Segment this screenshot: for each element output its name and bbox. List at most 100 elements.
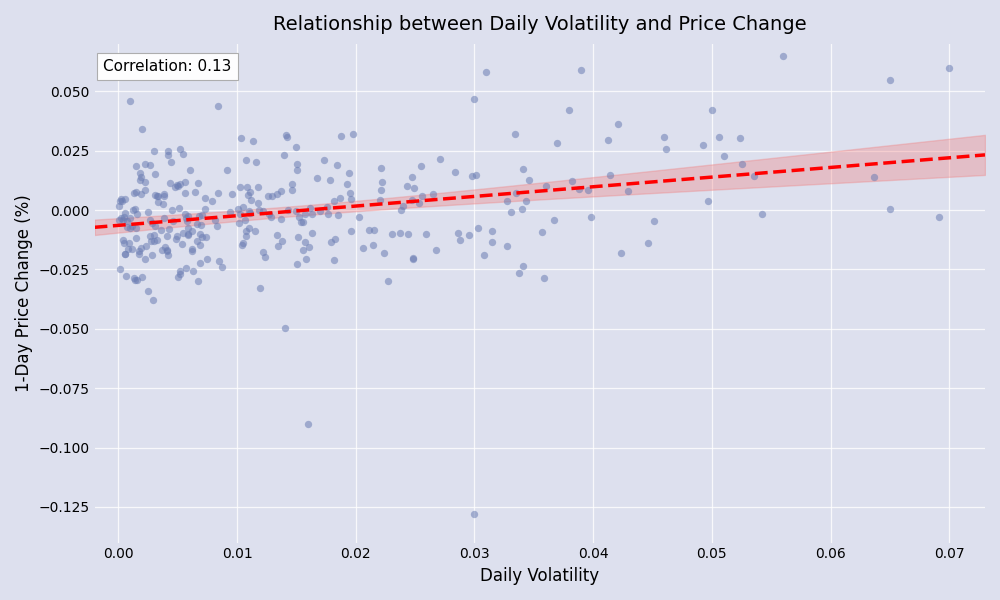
Point	[137, 254, 153, 263]
Point	[320, 209, 336, 219]
Point	[137, 185, 153, 194]
Point	[146, 230, 162, 240]
Point	[132, 169, 148, 178]
Point	[538, 181, 554, 191]
Point	[214, 262, 230, 271]
Point	[503, 208, 519, 217]
Point	[159, 232, 175, 241]
Point	[122, 223, 138, 233]
Point	[656, 132, 672, 142]
Point	[172, 179, 188, 189]
Point	[117, 208, 133, 218]
Point	[640, 238, 656, 248]
Point	[372, 195, 388, 205]
Point	[150, 191, 166, 201]
Point	[546, 215, 562, 224]
Point	[144, 218, 160, 228]
Point	[140, 207, 156, 217]
Point	[162, 179, 178, 188]
Point	[263, 212, 279, 222]
Point	[374, 178, 390, 187]
Point	[323, 238, 339, 247]
Point	[142, 215, 158, 224]
Point	[147, 169, 163, 179]
Point	[464, 171, 480, 181]
Point	[111, 215, 127, 225]
Point	[273, 214, 289, 223]
Point	[476, 250, 492, 260]
Point	[149, 191, 165, 201]
Point	[580, 185, 596, 194]
Point	[178, 213, 194, 223]
Point	[232, 209, 248, 219]
Point	[187, 187, 203, 197]
Point	[866, 172, 882, 182]
Point	[882, 204, 898, 214]
Point	[189, 236, 205, 246]
Point	[399, 181, 415, 190]
Point	[137, 177, 153, 187]
Point	[210, 188, 226, 198]
Point	[132, 175, 148, 184]
Point	[184, 246, 200, 256]
Point	[138, 241, 154, 250]
Title: Relationship between Daily Volatility and Price Change: Relationship between Daily Volatility an…	[273, 15, 807, 34]
Point	[365, 241, 381, 250]
Point	[169, 181, 185, 190]
Point	[157, 242, 173, 252]
Point	[197, 204, 213, 214]
Point	[288, 206, 304, 216]
Point	[147, 190, 163, 199]
Point	[425, 190, 441, 199]
Point	[168, 234, 184, 244]
Point	[734, 159, 750, 169]
Point	[289, 259, 305, 269]
Point	[298, 254, 314, 263]
Point	[192, 229, 208, 238]
Point	[327, 234, 343, 244]
Point	[177, 209, 193, 219]
Point	[351, 212, 367, 221]
Point	[276, 150, 292, 160]
Point	[204, 196, 220, 206]
Point	[704, 106, 720, 115]
Point	[160, 250, 176, 259]
Point	[245, 136, 261, 146]
Point	[113, 194, 129, 204]
Point	[117, 194, 133, 204]
Point	[142, 232, 158, 241]
Point	[304, 209, 320, 218]
Point	[583, 212, 599, 222]
Point	[150, 197, 166, 207]
Point	[746, 172, 762, 181]
Point	[658, 144, 674, 154]
Point	[499, 241, 515, 251]
Point	[211, 256, 227, 265]
Point	[184, 244, 200, 254]
Point	[145, 295, 161, 305]
Point	[163, 157, 179, 167]
Point	[326, 197, 342, 206]
Point	[159, 245, 175, 254]
Point	[561, 106, 577, 115]
Point	[252, 283, 268, 292]
Point	[279, 133, 295, 142]
Point	[239, 182, 255, 191]
Point	[269, 189, 285, 199]
Point	[233, 133, 249, 143]
Point	[484, 237, 500, 247]
Point	[610, 119, 626, 128]
Point	[154, 245, 170, 255]
Point	[156, 191, 172, 200]
Point	[142, 160, 158, 170]
Point	[255, 248, 271, 257]
Point	[450, 228, 466, 238]
Point	[470, 224, 486, 233]
Point	[620, 187, 636, 196]
Point	[185, 266, 201, 276]
Point	[316, 155, 332, 165]
Point	[711, 133, 727, 142]
Point	[514, 205, 530, 214]
Point	[169, 232, 185, 241]
Point	[180, 223, 196, 233]
